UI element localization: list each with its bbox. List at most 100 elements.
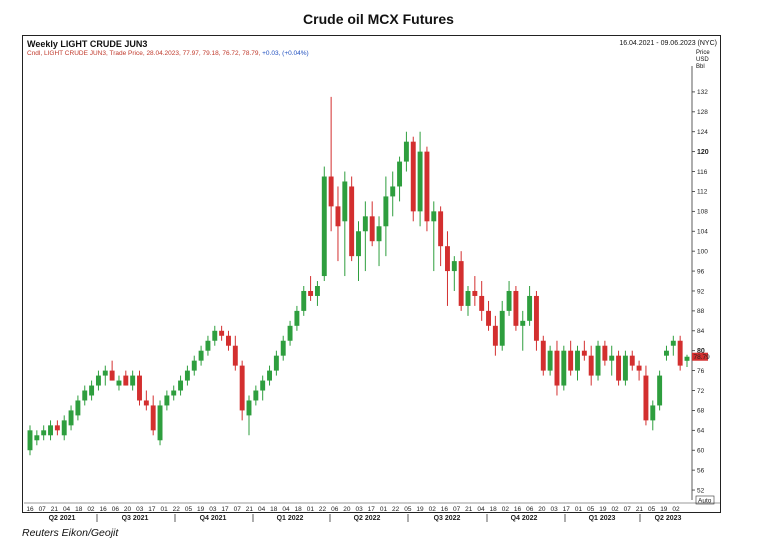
- y-tick-label: 52: [697, 487, 705, 494]
- candle-body: [677, 340, 683, 366]
- x-tick-label: 06: [112, 506, 120, 513]
- candle-body: [458, 261, 464, 306]
- x-tick-label: 03: [136, 506, 144, 513]
- x-tick-label: 18: [295, 506, 303, 513]
- x-tick-label: 07: [234, 506, 242, 513]
- candle-body: [314, 286, 320, 296]
- quarter-label: Q2 2023: [655, 515, 682, 522]
- x-tick-label: 17: [148, 506, 156, 513]
- y-tick-label: 120: [697, 149, 709, 156]
- page-title: Crude oil MCX Futures: [303, 11, 454, 27]
- x-tick-label: 20: [538, 506, 546, 513]
- y-tick-label: 112: [697, 189, 708, 196]
- candle-body: [75, 400, 81, 416]
- x-tick-label: 21: [465, 506, 473, 513]
- candle-body: [328, 176, 334, 207]
- candle-body: [492, 325, 498, 346]
- candle-body: [410, 141, 416, 212]
- candle-body: [362, 216, 368, 232]
- candle-body: [588, 355, 594, 376]
- candle-body: [178, 380, 184, 391]
- chart-title: Weekly LIGHT CRUDE JUN3: [27, 39, 148, 49]
- candle-body: [273, 355, 279, 371]
- candle-body: [41, 430, 47, 436]
- candle-body: [616, 355, 622, 381]
- last-price-label: 78.79: [694, 354, 711, 361]
- candle-body: [171, 390, 177, 396]
- x-tick-label: 22: [319, 506, 327, 513]
- candle-body: [533, 295, 539, 341]
- x-tick-label: 17: [221, 506, 229, 513]
- x-tick-label: 21: [636, 506, 644, 513]
- candle-body: [451, 261, 457, 272]
- candle-body: [513, 290, 519, 326]
- y-tick-label: 84: [697, 328, 705, 335]
- candle-body: [95, 375, 101, 386]
- y-tick-label: 132: [697, 89, 708, 96]
- y-tick-label: 108: [697, 209, 708, 216]
- candle-body: [321, 176, 327, 277]
- x-tick-label: 02: [87, 506, 95, 513]
- candle-body: [212, 330, 218, 341]
- candle-body: [54, 425, 60, 431]
- candle-body: [554, 350, 560, 386]
- candle-body: [431, 211, 437, 222]
- x-tick-label: 21: [246, 506, 254, 513]
- x-tick-label: 03: [355, 506, 363, 513]
- candle-body: [376, 226, 382, 242]
- candle-body: [465, 290, 471, 306]
- y-tick-label: 104: [697, 229, 708, 236]
- candle-body: [143, 400, 149, 406]
- candle-body: [260, 380, 266, 391]
- candle-body: [609, 355, 615, 361]
- candle-body: [150, 405, 156, 431]
- candle-body: [479, 295, 485, 311]
- x-tick-label: 05: [587, 506, 595, 513]
- x-tick-label: 04: [258, 506, 266, 513]
- candle-body: [205, 340, 211, 351]
- x-tick-label: 01: [307, 506, 315, 513]
- y-tick-label: 80: [697, 348, 705, 355]
- candle-body: [403, 141, 409, 162]
- candle-body: [82, 390, 88, 401]
- y-tick-label: 68: [697, 408, 705, 415]
- x-tick-label: 16: [100, 506, 108, 513]
- x-tick-label: 06: [331, 506, 339, 513]
- candle-body: [506, 290, 512, 311]
- candle-body: [308, 290, 314, 296]
- auto-scale-label: Auto: [698, 498, 712, 505]
- y-tick-label: 88: [697, 308, 705, 315]
- candle-body: [280, 340, 286, 356]
- y-tick-label: 116: [697, 169, 708, 176]
- y-tick-label: 100: [697, 248, 708, 255]
- candle-body: [602, 345, 608, 361]
- quarter-label: Q4 2022: [511, 515, 538, 522]
- x-tick-label: 19: [599, 506, 607, 513]
- x-tick-label: 05: [648, 506, 656, 513]
- candle-body: [657, 375, 663, 406]
- candle-body: [670, 340, 676, 346]
- candle-body: [48, 425, 53, 436]
- candle-body: [137, 375, 142, 401]
- candle-body: [595, 345, 601, 376]
- quarter-label: Q4 2021: [200, 515, 227, 522]
- x-tick-label: 18: [75, 506, 83, 513]
- candle-body: [438, 211, 444, 247]
- candle-body: [287, 325, 293, 341]
- x-tick-label: 22: [173, 506, 181, 513]
- source-credit: Reuters Eikon/Geojit: [22, 527, 119, 539]
- auto-scale-button: [695, 495, 715, 505]
- x-tick-label: 20: [124, 506, 132, 513]
- x-tick-label: 01: [160, 506, 168, 513]
- candle-body: [643, 375, 649, 421]
- candle-body: [116, 380, 122, 386]
- candle-body: [664, 350, 669, 356]
- candle-body: [383, 196, 389, 227]
- chart-frame: [22, 35, 721, 513]
- x-tick-label: 02: [429, 506, 437, 513]
- candle-body: [499, 310, 505, 346]
- candle-body: [267, 370, 272, 381]
- candle-body: [520, 320, 526, 326]
- candle-body: [397, 161, 403, 187]
